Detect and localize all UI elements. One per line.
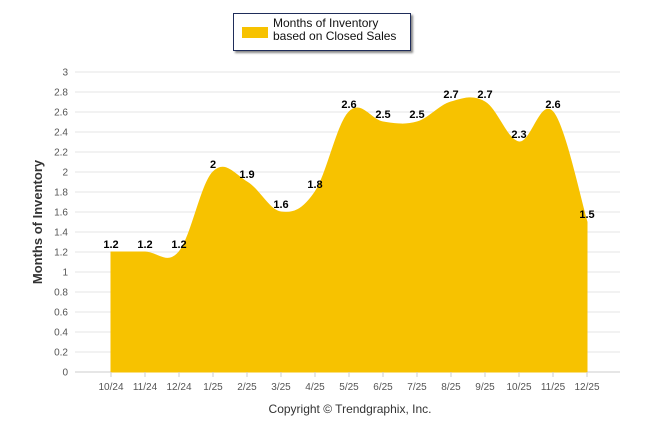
area-series <box>110 97 588 373</box>
data-label: 2.7 <box>443 89 458 101</box>
y-tick-label: 1.2 <box>54 248 68 259</box>
y-tick-label: 2.4 <box>54 128 68 139</box>
y-tick-label: 2.8 <box>54 88 68 99</box>
legend-swatch <box>242 27 268 38</box>
y-tick-label: 2.2 <box>54 148 68 159</box>
x-tick-label: 10/25 <box>506 382 531 393</box>
data-label: 2.5 <box>409 109 424 121</box>
y-tick-label: 1.8 <box>54 188 68 199</box>
x-tick-label: 4/25 <box>305 382 325 393</box>
x-tick-label: 1/25 <box>203 382 223 393</box>
data-label: 2.6 <box>341 99 356 111</box>
y-tick-label: 1.6 <box>54 208 68 219</box>
data-label: 2.3 <box>511 129 526 141</box>
y-tick-label: 3 <box>62 68 68 79</box>
copyright-footer: Copyright © Trendgraphix, Inc. <box>269 402 432 416</box>
x-tick-label: 3/25 <box>271 382 291 393</box>
y-tick-label: 2 <box>62 168 68 179</box>
x-tick-label: 7/25 <box>407 382 427 393</box>
x-tick-label: 6/25 <box>373 382 393 393</box>
data-label: 2.5 <box>375 109 390 121</box>
y-tick-label: 2.6 <box>54 108 68 119</box>
y-tick-label: 1 <box>62 268 68 279</box>
x-tick-label: 5/25 <box>339 382 359 393</box>
x-tick-label: 12/25 <box>574 382 599 393</box>
y-tick-label: 1.4 <box>54 228 68 239</box>
data-label: 2.7 <box>477 89 492 101</box>
y-axis-title: Months of Inventory <box>30 159 45 284</box>
x-tick-label: 2/25 <box>237 382 257 393</box>
data-label: 1.2 <box>137 239 152 251</box>
y-tick-label: 0 <box>62 368 68 379</box>
data-label: 1.2 <box>171 239 186 251</box>
y-tick-label: 0.6 <box>54 308 68 319</box>
data-label: 2 <box>210 159 216 171</box>
legend-label: Months of Inventory based on Closed Sale… <box>273 16 397 43</box>
y-tick-label: 0.4 <box>54 328 68 339</box>
data-label: 1.9 <box>239 169 254 181</box>
x-tick-label: 8/25 <box>441 382 461 393</box>
x-tick-label: 11/24 <box>133 382 158 393</box>
legend[interactable]: Months of Inventory based on Closed Sale… <box>233 13 411 51</box>
y-tick-label: 0.2 <box>54 348 68 359</box>
data-label: 1.5 <box>579 209 594 221</box>
data-label: 1.6 <box>273 199 288 211</box>
data-label: 1.2 <box>103 239 118 251</box>
data-label: 2.6 <box>545 99 560 111</box>
data-label: 1.8 <box>307 179 322 191</box>
x-tick-label: 11/25 <box>541 382 566 393</box>
x-tick-label: 12/24 <box>166 382 191 393</box>
y-tick-label: 0.8 <box>54 288 68 299</box>
x-tick-label: 10/24 <box>98 382 123 393</box>
x-tick-label: 9/25 <box>475 382 495 393</box>
